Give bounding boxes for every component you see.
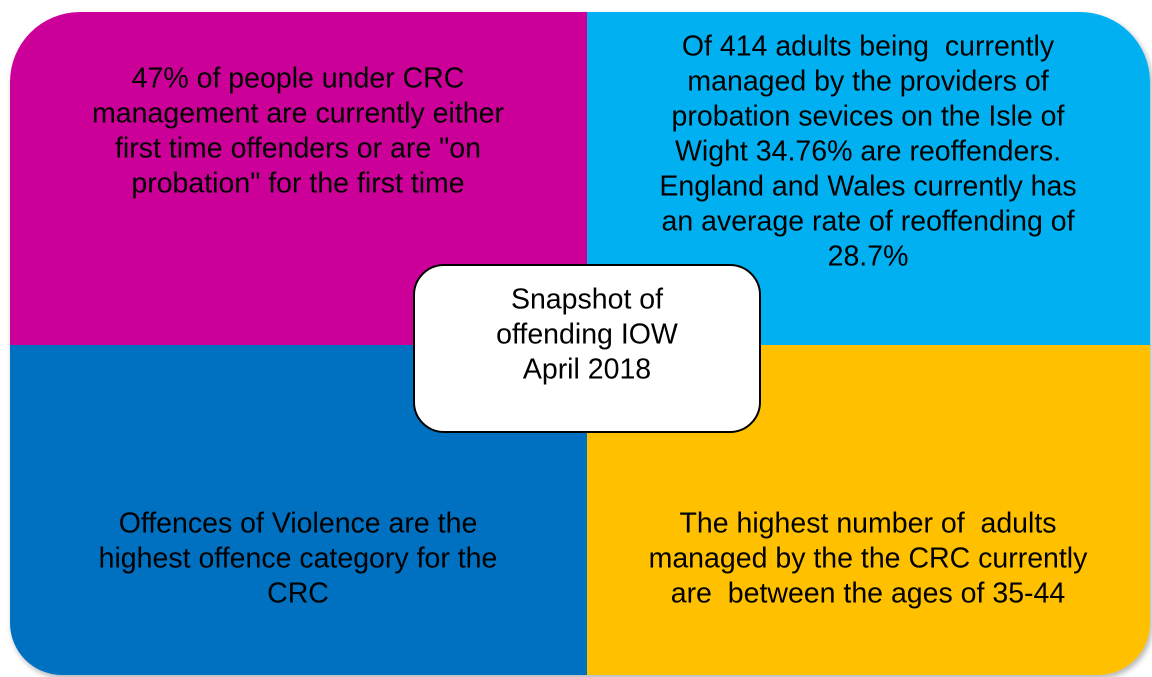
quadrant-top-left bbox=[10, 12, 587, 345]
center-box bbox=[413, 264, 761, 433]
quadrant-text: are between the ages of 35-44 bbox=[671, 578, 1066, 610]
quadrant-text: first time offenders or are "on bbox=[115, 133, 481, 165]
quadrant-text: probation sevices on the Isle of bbox=[672, 101, 1065, 133]
quadrant-text: CRC bbox=[267, 578, 329, 610]
quadrant-top-right bbox=[587, 12, 1150, 345]
quadrant-text: Wight 34.76% are reoffenders. bbox=[675, 136, 1061, 168]
quadrant-text: 47% of people under CRC bbox=[132, 63, 465, 95]
quadrant-text: managed by the the CRC currently bbox=[649, 543, 1089, 575]
quadrant-text: 28.7% bbox=[828, 241, 909, 273]
quadrant-text: managed by the providers of bbox=[687, 66, 1048, 98]
center-text: Snapshot of bbox=[511, 284, 663, 316]
quadrant-text: Offences of Violence are the bbox=[119, 508, 478, 540]
quadrant-text: England and Wales currently has bbox=[659, 171, 1076, 203]
quadrant-text: probation" for the first time bbox=[131, 168, 464, 200]
quadrant-text: The highest number of adults bbox=[679, 508, 1056, 540]
center-text: April 2018 bbox=[523, 354, 651, 386]
quadrant-text: Of 414 adults being currently bbox=[682, 31, 1055, 63]
quadrant-text: highest offence category for the bbox=[99, 543, 498, 575]
quadrant-text: management are currently either bbox=[92, 98, 504, 130]
center-text: offending IOW bbox=[496, 319, 678, 351]
quadrant-text: an average rate of reoffending of bbox=[661, 206, 1074, 238]
